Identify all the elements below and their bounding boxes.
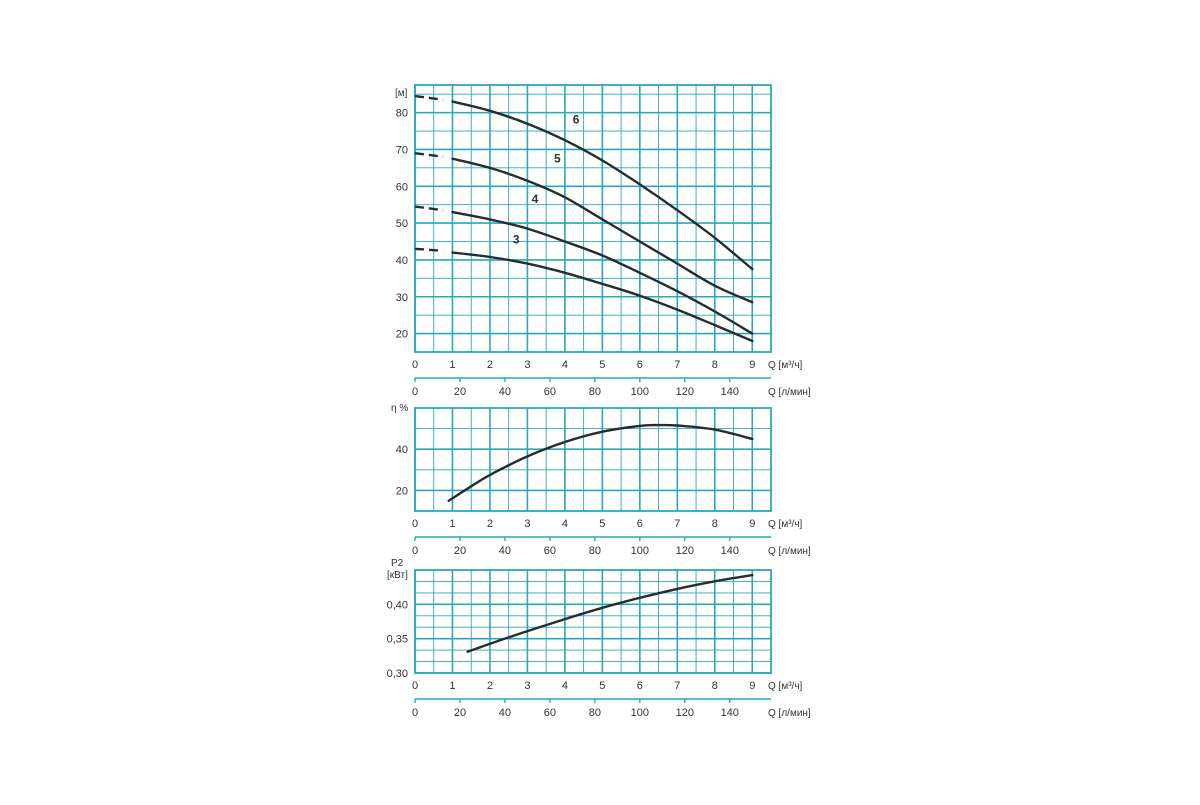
x2-tick-label: 0 [412,386,418,398]
y-tick-label: 80 [396,108,408,120]
x-tick-label: 2 [487,359,493,371]
x-tick-label: 4 [562,359,568,371]
x2-tick-label: 100 [631,386,649,398]
x-axis-label: Q [м³/ч] [768,681,803,692]
y-axis-label: [м] [395,88,408,99]
x-tick-label: 9 [749,680,755,692]
x-tick-label: 8 [712,680,718,692]
y-axis-label-unit: [кВт] [387,570,408,581]
x-tick-label: 3 [524,359,530,371]
x-tick-label: 8 [712,359,718,371]
x2-tick-label: 40 [499,707,511,719]
x-tick-label: 3 [524,680,530,692]
x-tick-label: 1 [449,680,455,692]
series-line [466,573,754,653]
chart-2: 20 40 η % 0 1 2 3 4 5 6 7 8 9 Q [м³/ч] 0 20 40 60 80 100 120… [391,403,811,557]
x2-tick-label: 140 [721,707,739,719]
x2-tick-label: 80 [589,545,601,557]
x2-tick-label: 60 [544,707,556,719]
chart-3: 0,30 0,35 0,40 P2[кВт] 0 1 2 3 4 5 6 7 8 9 Q [м³/ч] 0 20… [387,558,811,719]
series-line-4 [451,210,754,335]
y-tick-label: 40 [396,444,408,456]
series-line [447,423,754,502]
plot-frame [414,84,772,353]
x-tick-label: 5 [599,680,605,692]
x-tick-label: 6 [637,680,643,692]
x-tick-label: 4 [562,518,568,530]
x-tick-label: 2 [487,680,493,692]
series-dashed-extension-5 [414,151,444,159]
x-tick-label: 0 [412,680,418,692]
x-axis-label: Q [м³/ч] [768,519,803,530]
y-axis-label: η % [391,403,408,414]
series-line-5 [451,157,754,304]
series-dashed-extension-3 [414,247,444,252]
y-tick-label: 0,30 [387,668,408,680]
y-tick-label: 20 [396,485,408,497]
x-tick-label: 7 [674,680,680,692]
plot-frame [414,569,772,674]
series-label-6: 6 [573,113,580,127]
x2-axis-label: Q [л/мин] [768,708,811,719]
x2-tick-label: 100 [631,707,649,719]
x-tick-label: 5 [599,359,605,371]
y-tick-label: 60 [396,181,408,193]
x-tick-label: 1 [449,518,455,530]
series-dashed-extension-4 [414,205,444,212]
x2-axis-label: Q [л/мин] [768,546,811,557]
x-tick-label: 8 [712,518,718,530]
series-line-6 [451,100,754,271]
x-axis-label: Q [м³/ч] [768,360,803,371]
x-tick-label: 9 [749,518,755,530]
x-tick-label: 6 [637,518,643,530]
x2-tick-label: 120 [676,545,694,557]
x-tick-label: 1 [449,359,455,371]
x-tick-label: 4 [562,680,568,692]
x2-tick-label: 100 [631,545,649,557]
x2-tick-label: 40 [499,386,511,398]
series-line-3 [451,251,754,343]
y-tick-label: 40 [396,255,408,267]
x-tick-label: 0 [412,359,418,371]
x2-tick-label: 40 [499,545,511,557]
y-tick-label: 30 [396,292,408,304]
y-tick-label: 50 [396,218,408,230]
y-tick-label: 70 [396,144,408,156]
x-tick-label: 0 [412,518,418,530]
x2-tick-label: 80 [589,386,601,398]
plot-frame [414,407,772,512]
x2-tick-label: 140 [721,545,739,557]
x-tick-label: 9 [749,359,755,371]
y-tick-label: 0,35 [387,634,408,646]
x2-axis-label: Q [л/мин] [768,387,811,398]
x-tick-label: 7 [674,518,680,530]
series-label-5: 5 [554,151,561,165]
x-tick-label: 7 [674,359,680,371]
series-label-3: 3 [513,232,520,246]
x2-tick-label: 120 [676,386,694,398]
x-tick-label: 5 [599,518,605,530]
x-tick-label: 2 [487,518,493,530]
x-tick-label: 6 [637,359,643,371]
x2-tick-label: 20 [454,386,466,398]
x2-tick-label: 0 [412,707,418,719]
x2-tick-label: 60 [544,545,556,557]
x2-tick-label: 20 [454,545,466,557]
series-label-4: 4 [532,192,539,206]
y-tick-label: 0,40 [387,599,408,611]
x2-tick-label: 80 [589,707,601,719]
x2-tick-label: 120 [676,707,694,719]
x2-tick-label: 60 [544,386,556,398]
y-axis-label: P2 [391,558,404,569]
series-dashed-extension-6 [414,94,444,101]
y-tick-label: 20 [396,329,408,341]
chart-1: 20 30 40 50 60 70 80 [м] 0 1 2 3 4 5 6 7 8 9 Q [м³/ч] 0 20 40… [395,84,811,398]
x2-tick-label: 140 [721,386,739,398]
x-tick-label: 3 [524,518,530,530]
x2-tick-label: 0 [412,545,418,557]
x2-tick-label: 20 [454,707,466,719]
